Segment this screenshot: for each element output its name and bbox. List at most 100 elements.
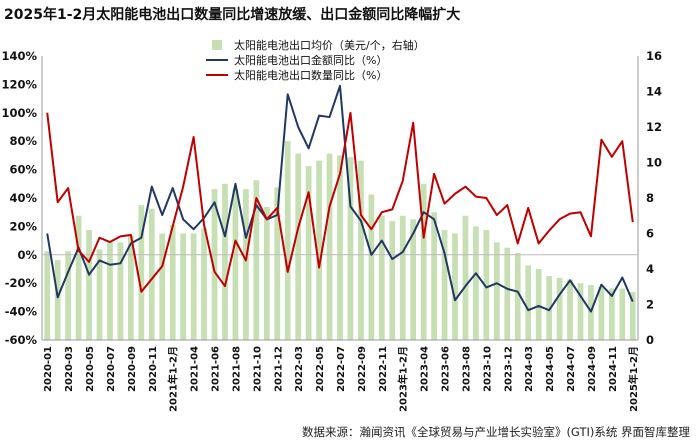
bar xyxy=(546,276,552,340)
y-left-tick-label: 80% xyxy=(9,134,37,148)
x-tick-label: 2024-09 xyxy=(587,346,598,392)
x-tick-label: 2023-10 xyxy=(482,346,493,392)
y-right-tick-label: 14 xyxy=(646,85,662,99)
x-tick-label: 2021-06 xyxy=(211,346,222,392)
bar xyxy=(138,205,145,340)
x-tick-label: 2021-08 xyxy=(231,346,242,392)
x-tick-label: 2022-05 xyxy=(315,346,326,392)
bar xyxy=(567,279,573,340)
x-tick-label: 2023-12 xyxy=(503,346,514,392)
x-tick-label: 2020-03 xyxy=(64,346,75,392)
bar xyxy=(222,183,228,340)
bar xyxy=(190,233,197,340)
x-tick-label: 2024-11 xyxy=(608,346,619,392)
chart-title: 2025年1-2月太阳能电池出口数量同比增速放缓、出口金额同比降幅扩大 xyxy=(4,7,461,23)
amount-yoy-line xyxy=(46,84,634,313)
bar xyxy=(504,247,511,340)
y-right-tick-label: 12 xyxy=(646,120,662,134)
bar xyxy=(148,208,155,340)
bar xyxy=(232,189,239,341)
bar xyxy=(284,141,291,340)
bar xyxy=(399,215,406,340)
bar xyxy=(420,183,427,340)
y-left-tick-label: 20% xyxy=(9,219,37,233)
bar xyxy=(201,228,207,340)
x-tick-label: 2023年1-2月 xyxy=(397,346,410,412)
x-tick-label: 2024-05 xyxy=(545,346,556,392)
legend: 太阳能电池出口均价（美元/个，右轴）太阳能电池出口金额同比（%）太阳能电池出口数… xyxy=(206,38,425,82)
bar xyxy=(525,265,532,340)
x-tick-label: 2025年1-2月 xyxy=(627,346,640,412)
bar xyxy=(96,249,103,340)
x-tick-label: 2023-08 xyxy=(461,346,472,392)
y-right-tick-label: 10 xyxy=(646,156,662,170)
bar xyxy=(211,189,218,341)
x-tick-label: 2021-12 xyxy=(273,346,284,392)
x-tick-label: 2022-11 xyxy=(378,346,389,392)
bar xyxy=(535,269,542,340)
x-tick-label: 2024-07 xyxy=(566,346,577,392)
legend-label: 太阳能电池出口数量同比（%） xyxy=(234,68,387,82)
bar xyxy=(577,283,584,340)
x-tick-label: 2020-11 xyxy=(148,346,159,392)
y-left-tick-label: 140% xyxy=(1,49,37,63)
bar xyxy=(263,206,270,341)
y-left-tick-label: -20% xyxy=(5,276,38,290)
x-tick-label: 2022-09 xyxy=(357,346,368,392)
y-left-tick-label: 60% xyxy=(9,163,37,177)
bar xyxy=(483,229,490,340)
bar xyxy=(514,253,521,340)
x-tick-label: 2024-03 xyxy=(524,346,535,392)
bar xyxy=(253,180,260,340)
bar xyxy=(556,277,563,341)
x-tick-label: 2023-04 xyxy=(420,346,431,392)
y-right-tick-label: 6 xyxy=(646,227,654,241)
quantity-yoy-line xyxy=(46,111,634,293)
x-tick-label: 2022-03 xyxy=(294,346,305,392)
bar xyxy=(107,242,113,341)
legend-label: 太阳能电池出口金额同比（%） xyxy=(234,53,387,67)
y-left-tick-label: 40% xyxy=(9,191,37,205)
legend-label: 太阳能电池出口均价（美元/个，右轴） xyxy=(234,38,425,52)
y-left-tick-label: 0% xyxy=(17,248,37,262)
bar xyxy=(493,242,500,341)
y-left-tick-label: 120% xyxy=(1,77,37,91)
bar-series xyxy=(44,141,636,341)
x-tick-label: 2020-07 xyxy=(106,346,117,392)
bar xyxy=(180,233,187,340)
bar xyxy=(358,160,364,340)
y-right-tick-label: 2 xyxy=(646,298,654,312)
x-tick-label: 2023-06 xyxy=(441,346,452,392)
bar xyxy=(347,157,354,340)
bar xyxy=(128,235,134,340)
bar xyxy=(65,251,72,340)
bar xyxy=(44,251,51,340)
bar xyxy=(316,160,322,340)
bar xyxy=(431,212,437,340)
axes: 140% 120% 100% 80% 60% 40% 20% 0% -20% -40% -60% 16… xyxy=(1,49,662,412)
bar xyxy=(441,229,448,340)
y-left-tick-label: -60% xyxy=(5,333,38,347)
x-tick-label: 2022-07 xyxy=(336,346,347,392)
x-tick-label: 2021-04 xyxy=(190,346,201,392)
bar xyxy=(54,260,61,341)
bar xyxy=(274,187,281,340)
x-tick-label: 2020-05 xyxy=(85,346,96,392)
bar xyxy=(473,226,479,340)
bar xyxy=(86,229,92,340)
x-tick-label: 2020-01 xyxy=(43,346,54,392)
bar xyxy=(410,219,417,340)
bar xyxy=(378,215,385,340)
bar xyxy=(389,221,396,340)
legend-swatch-bar xyxy=(212,40,222,50)
source-note: 数据来源：瀚闻资讯《全球贸易与产业增长实验室》(GTI)系统 界面智库整理 xyxy=(301,425,690,439)
bar xyxy=(75,215,82,340)
bar xyxy=(608,288,615,340)
bar xyxy=(243,189,249,341)
y-left-tick-label: 100% xyxy=(1,106,37,120)
bar xyxy=(159,233,166,340)
y-left-tick-label: -40% xyxy=(5,305,38,319)
bar xyxy=(619,288,626,340)
